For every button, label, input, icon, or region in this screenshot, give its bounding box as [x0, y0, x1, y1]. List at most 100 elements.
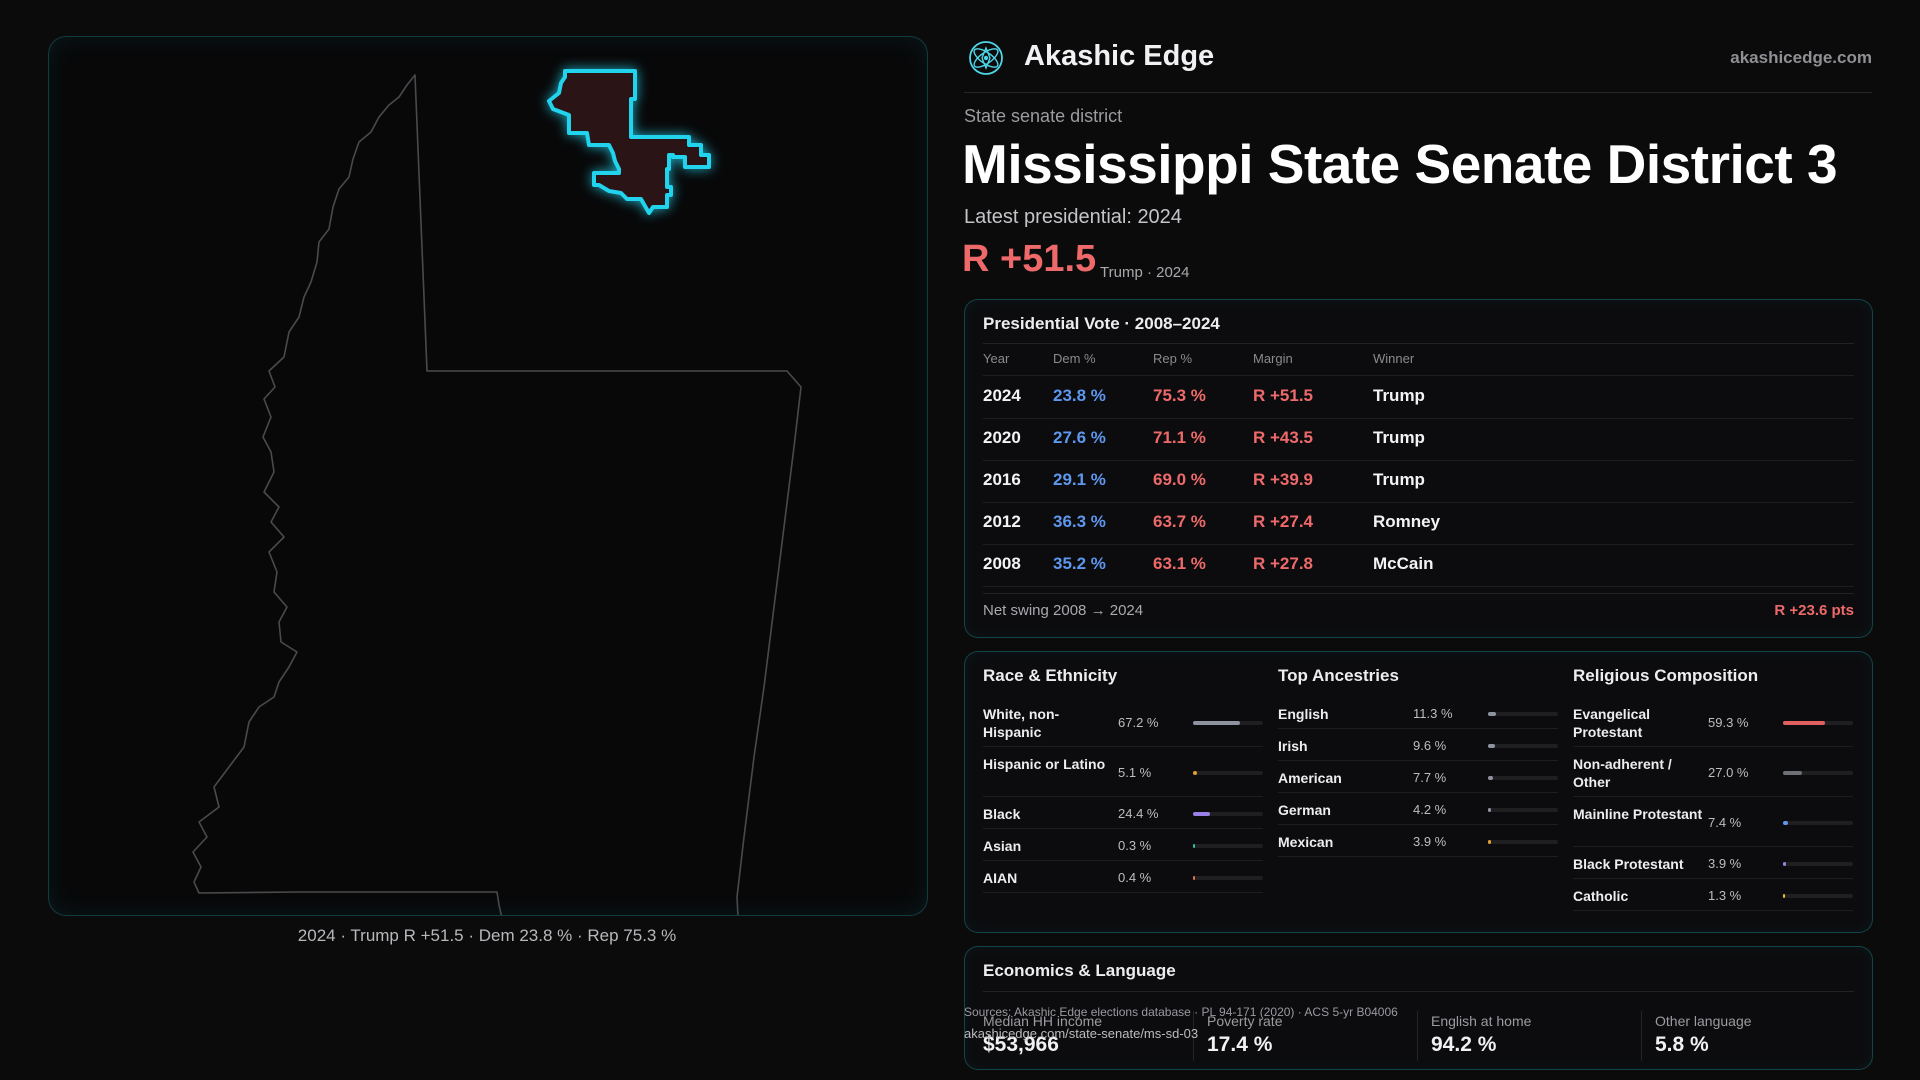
atom-lotus-icon[interactable]	[968, 40, 1004, 76]
share-bar-track	[1488, 840, 1558, 844]
stat-other-language: Other language 5.8 %	[1641, 1003, 1841, 1063]
share-bar-fill	[1488, 840, 1491, 844]
row-dem: 23.8 %	[1053, 386, 1106, 405]
list-item-label: Asian	[983, 838, 1022, 854]
list-item-label: Black	[983, 806, 1021, 822]
presidential-card-title: Presidential Vote · 2008–2024	[983, 314, 1220, 333]
share-bar-track	[1783, 821, 1853, 825]
list-item-value: 3.9 %	[1413, 834, 1447, 849]
list-item-label: English	[1278, 706, 1329, 722]
table-row: 2016 29.1 % 69.0 % R +39.9 Trump	[983, 460, 1854, 503]
headline-margin: R +51.5	[962, 238, 1097, 280]
share-bar-fill	[1193, 771, 1197, 775]
stat-label: Median HH income	[983, 1013, 1103, 1029]
demographics-card: Race & Ethnicity White, non-Hispanic 67.2…	[964, 651, 1873, 933]
row-rep: 69.0 %	[1153, 470, 1206, 489]
list-item: Black Protestant 3.9 %	[1573, 850, 1853, 879]
share-bar-track	[1783, 894, 1853, 898]
district-map[interactable]	[48, 36, 928, 916]
divider	[983, 375, 1854, 376]
ancestry-section-title: Top Ancestries	[1278, 666, 1399, 685]
list-item-label: Non-adherent / Other	[1573, 756, 1672, 790]
religion-section-title: Religious Composition	[1573, 666, 1759, 685]
list-item-value: 9.6 %	[1413, 738, 1447, 753]
share-bar-track	[1193, 721, 1263, 725]
list-item-label: Mexican	[1278, 834, 1334, 850]
list-item-value: 0.3 %	[1118, 838, 1152, 853]
row-year: 2024	[983, 386, 1021, 405]
net-swing-value: R +23.6 pts	[1774, 602, 1854, 619]
economics-language-card: Economics & Language Median HH income $5…	[964, 946, 1873, 1070]
list-item: American 7.7 %	[1278, 764, 1558, 793]
share-bar-fill	[1193, 844, 1195, 848]
share-bar-fill	[1193, 721, 1240, 725]
divider	[1417, 1011, 1418, 1061]
list-item: Hispanic or Latino 5.1 %	[983, 750, 1263, 797]
share-bar-track	[1783, 721, 1853, 725]
list-item-value: 7.7 %	[1413, 770, 1447, 785]
stat-label: Poverty rate	[1207, 1013, 1283, 1029]
net-swing-label: Net swing 2008 → 2024	[983, 602, 1144, 619]
row-year: 2016	[983, 470, 1021, 489]
list-item: Mexican 3.9 %	[1278, 828, 1558, 857]
stat-value: 17.4 %	[1207, 1033, 1273, 1056]
page-title: Mississippi State Senate District 3	[962, 133, 1838, 195]
divider	[983, 343, 1854, 344]
list-item-value: 3.9 %	[1708, 856, 1742, 871]
stat-value: 5.8 %	[1655, 1033, 1709, 1056]
stat-value: 94.2 %	[1431, 1033, 1497, 1056]
list-item-value: 0.4 %	[1118, 870, 1152, 885]
district-3-highlight	[547, 69, 711, 215]
list-item-label: White, non-Hispanic	[983, 706, 1060, 740]
list-item-value: 7.4 %	[1708, 815, 1742, 830]
share-bar-fill	[1193, 812, 1210, 816]
brand-header: Akashic Edge akashicedge.com	[964, 36, 1872, 93]
stat-poverty-rate: Poverty rate 17.4 %	[1193, 1003, 1393, 1063]
row-winner: Trump	[1373, 470, 1425, 489]
stat-value: $53,966	[983, 1033, 1059, 1056]
row-year: 2008	[983, 554, 1021, 573]
row-dem: 29.1 %	[1053, 470, 1106, 489]
list-item: German 4.2 %	[1278, 796, 1558, 825]
share-bar-track	[1488, 744, 1558, 748]
list-item-label: Irish	[1278, 738, 1308, 754]
share-bar-fill	[1488, 776, 1493, 780]
list-item-value: 5.1 %	[1118, 765, 1152, 780]
share-bar-track	[1193, 844, 1263, 848]
latest-presidential-label: Latest presidential: 2024	[964, 206, 1182, 228]
stat-label: Other language	[1655, 1013, 1752, 1029]
sources-note: Sources: Akashic Edge elections database…	[964, 1005, 1398, 1019]
list-item: Evangelical Protestant 59.3 %	[1573, 700, 1853, 747]
list-item-label: Hispanic or Latino	[983, 756, 1106, 772]
table-row: 2012 36.3 % 63.7 % R +27.4 Romney	[983, 502, 1854, 545]
share-bar-track	[1488, 712, 1558, 716]
col-header-margin: Margin	[1253, 351, 1293, 366]
list-item: AIAN 0.4 %	[983, 864, 1263, 893]
brand-url-link[interactable]: akashicedge.com	[1730, 48, 1872, 67]
list-item-label: Catholic	[1573, 888, 1629, 904]
race-section-title: Race & Ethnicity	[983, 666, 1118, 685]
row-winner: Romney	[1373, 512, 1441, 531]
list-item: White, non-Hispanic 67.2 %	[983, 700, 1263, 747]
share-bar-track	[1488, 808, 1558, 812]
share-bar-track	[1488, 776, 1558, 780]
share-bar-fill	[1193, 876, 1195, 880]
row-margin: R +27.8	[1253, 554, 1314, 573]
brand-name[interactable]: Akashic Edge	[1024, 40, 1215, 72]
page-url-link[interactable]: akashicedge.com/state-senate/ms-sd-03	[964, 1026, 1199, 1041]
row-margin: R +43.5	[1253, 428, 1314, 447]
table-row: 2024 23.8 % 75.3 % R +51.5 Trump	[983, 376, 1854, 419]
col-header-rep: Rep %	[1153, 351, 1193, 366]
share-bar-fill	[1783, 862, 1786, 866]
row-winner: Trump	[1373, 386, 1425, 405]
row-rep: 71.1 %	[1153, 428, 1206, 447]
share-bar-track	[1193, 876, 1263, 880]
row-rep: 75.3 %	[1153, 386, 1206, 405]
map-caption: 2024 · Trump R +51.5 · Dem 23.8 % · Rep …	[297, 926, 677, 945]
list-item-label: Black Protestant	[1573, 856, 1684, 872]
list-item-value: 67.2 %	[1118, 715, 1159, 730]
row-margin: R +27.4	[1253, 512, 1314, 531]
table-row: 2020 27.6 % 71.1 % R +43.5 Trump	[983, 418, 1854, 461]
share-bar-fill	[1488, 744, 1495, 748]
row-margin: R +39.9	[1253, 470, 1314, 489]
